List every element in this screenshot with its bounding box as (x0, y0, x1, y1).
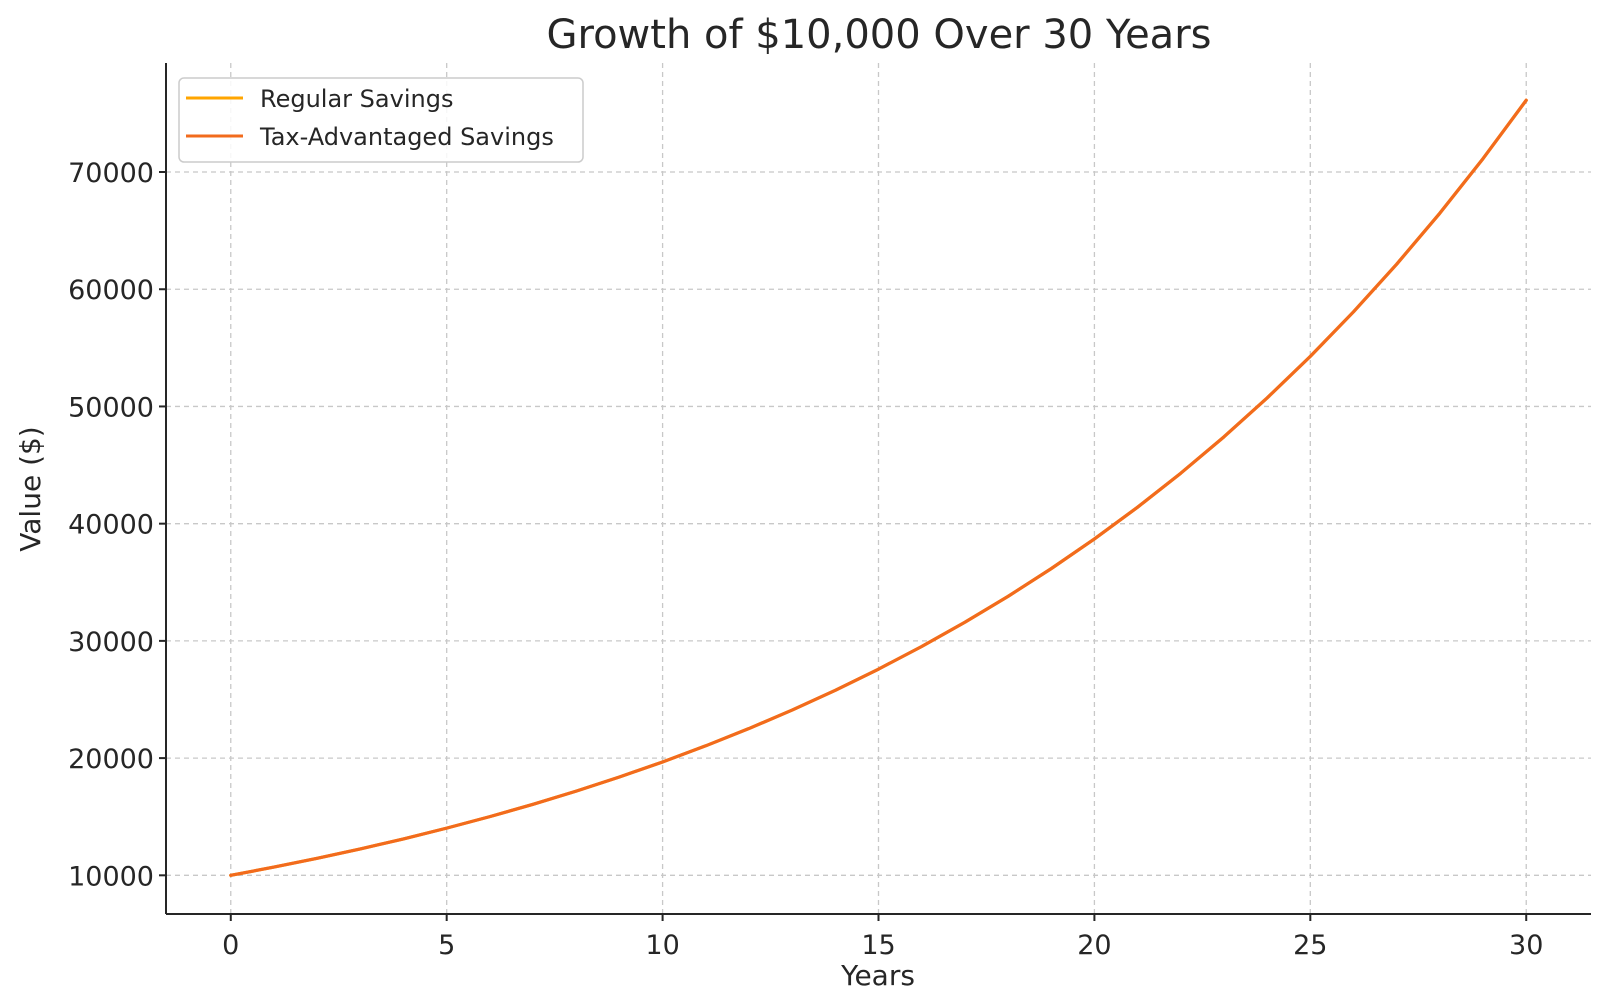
x-tick-label: 0 (222, 930, 239, 961)
legend-label-regular-savings: Regular Savings (260, 85, 453, 113)
y-tick-label: 60000 (68, 275, 154, 306)
x-axis-label: Years (840, 959, 915, 992)
x-tick-label: 15 (861, 930, 895, 961)
y-tick-label: 30000 (68, 627, 154, 658)
series-line-tax-advantaged-savings (229, 98, 1528, 877)
x-tick-label: 20 (1077, 930, 1111, 961)
y-tick-label: 20000 (68, 744, 154, 775)
tick-labels: 0 5 10 15 20 25 30 10000 20000 30000 40000 50000 600… (68, 158, 1543, 961)
legend: Regular Savings Tax-Advantaged Savings (178, 77, 584, 163)
x-tick-label: 30 (1509, 930, 1543, 961)
y-tick-label: 10000 (68, 861, 154, 892)
y-tick-label: 40000 (68, 510, 154, 541)
y-tick-label: 70000 (68, 158, 154, 189)
series-lines (229, 98, 1528, 877)
legend-label-tax-advantaged-savings: Tax-Advantaged Savings (259, 123, 554, 151)
grid-lines (166, 63, 1591, 914)
chart-title: Growth of $10,000 Over 30 Years (547, 12, 1212, 58)
legend-box (178, 77, 584, 163)
y-axis-label: Value ($) (14, 426, 47, 551)
x-tick-label: 25 (1293, 930, 1327, 961)
x-tick-label: 5 (438, 930, 455, 961)
y-tick-label: 50000 (68, 392, 154, 423)
x-tick-label: 10 (645, 930, 679, 961)
